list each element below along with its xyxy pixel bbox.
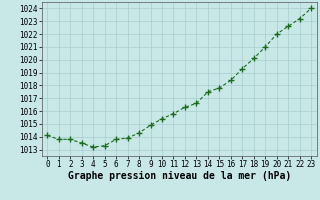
X-axis label: Graphe pression niveau de la mer (hPa): Graphe pression niveau de la mer (hPa) [68,171,291,181]
